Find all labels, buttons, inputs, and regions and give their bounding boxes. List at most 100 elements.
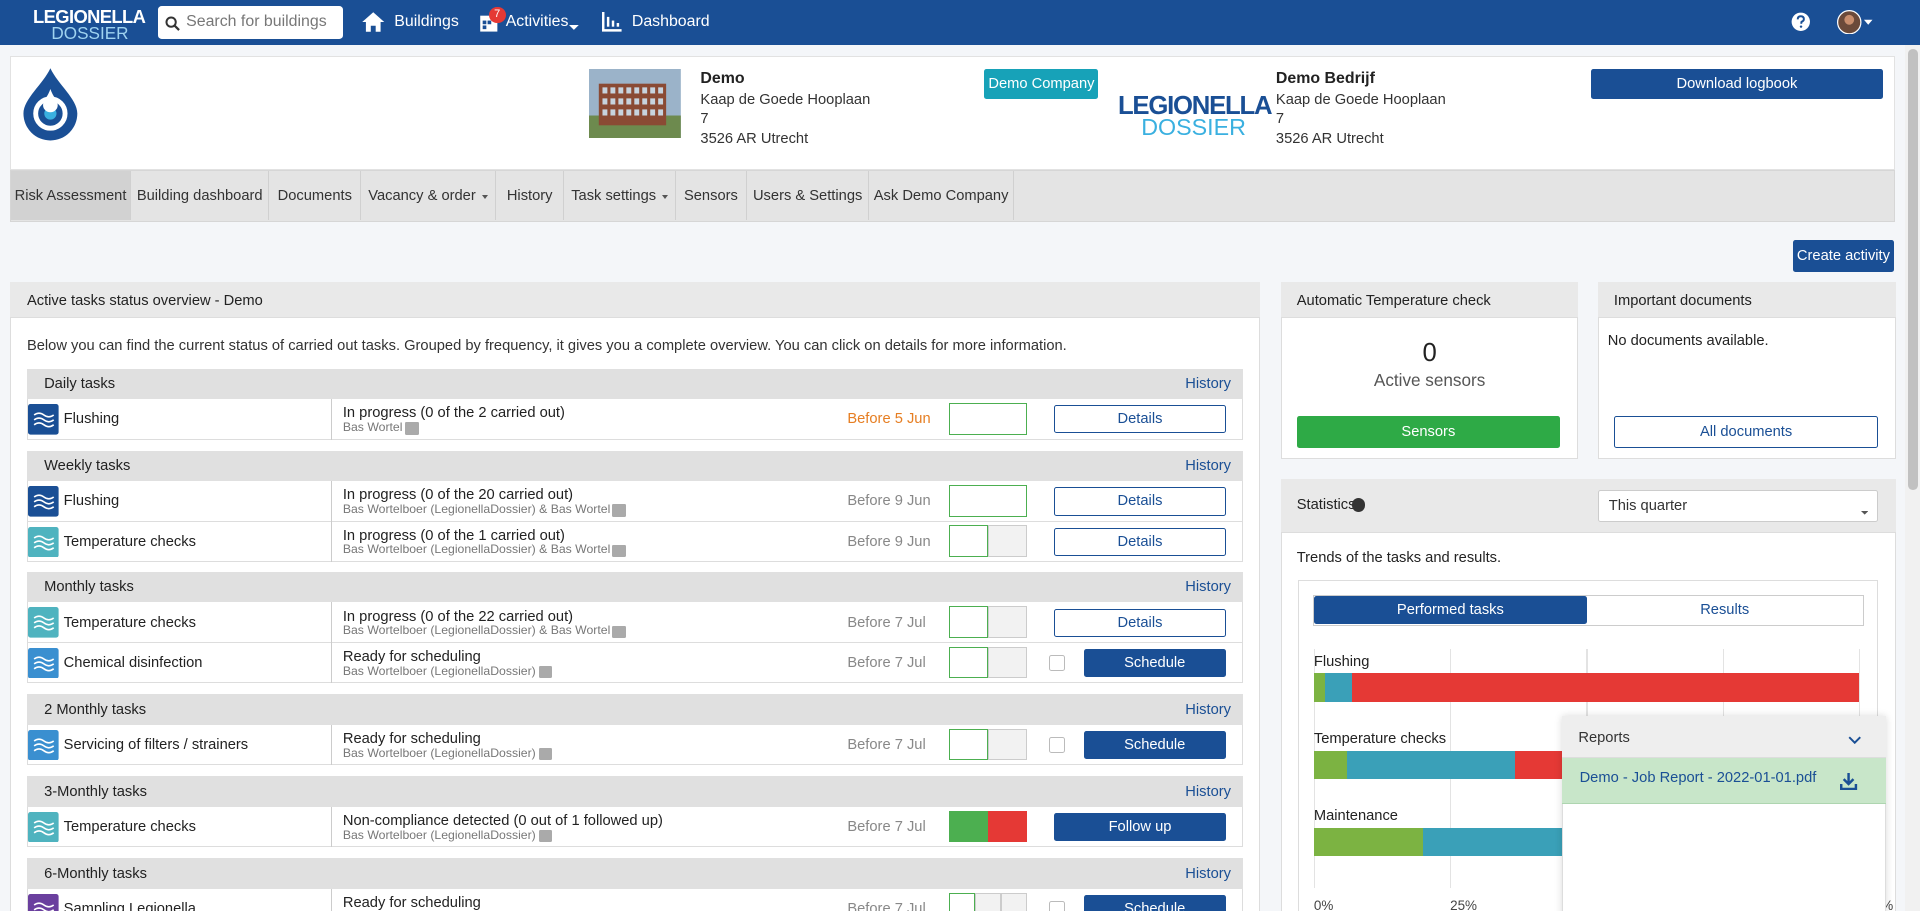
task-status: Ready for scheduling [342, 895, 481, 911]
group-title: 3-Monthly tasks [44, 783, 147, 800]
sensor-label: Active sensors [1373, 369, 1486, 390]
add-assignee[interactable] [405, 422, 419, 435]
task-deadline: Before 9 Jun [847, 533, 931, 550]
add-assignee[interactable] [612, 625, 626, 638]
tabs-bar [9, 170, 1896, 222]
create-activity[interactable]: Create activity [1792, 240, 1895, 272]
tab-label: Documents [277, 187, 352, 204]
reports-title: Reports [1578, 729, 1630, 746]
task-action[interactable]: Details [1054, 487, 1226, 516]
add-assignee[interactable] [538, 830, 553, 843]
separator [330, 481, 332, 522]
progress-cell [988, 606, 1028, 638]
task-checkbox[interactable] [1049, 655, 1066, 671]
task-row [26, 642, 1243, 684]
progress-cell [988, 728, 1028, 761]
download-icon-svg [1840, 772, 1858, 790]
card-title: Important documents [1613, 292, 1752, 309]
task-action[interactable]: Details [1054, 405, 1226, 434]
task-action[interactable]: Details [1054, 527, 1226, 556]
add-assignee[interactable] [612, 544, 626, 558]
task-row [26, 724, 1243, 766]
tab[interactable]: Vacancy & order [361, 171, 496, 221]
tab[interactable]: Sensors [676, 171, 747, 221]
task-checkbox[interactable] [1049, 901, 1066, 911]
add-assignee[interactable] [538, 666, 553, 679]
progress-cell [948, 606, 989, 638]
history-link[interactable]: History [1185, 865, 1231, 882]
tab[interactable]: Task settings [564, 171, 676, 221]
company-button[interactable]: Demo Company [984, 68, 1099, 100]
tab[interactable]: Risk Assessment [11, 171, 132, 221]
history-link[interactable]: History [1185, 457, 1231, 474]
task-action[interactable]: Follow up [1054, 813, 1226, 842]
tab[interactable]: Ask Demo Company [869, 171, 1014, 221]
task-icon [28, 729, 59, 761]
task-icon [28, 647, 59, 679]
nav-item[interactable]: Dashboard [631, 13, 710, 31]
group-header [26, 694, 1243, 725]
tab[interactable]: Building dashboard [131, 171, 270, 221]
task-row [26, 399, 1243, 440]
progress-ok [948, 810, 989, 843]
history-link[interactable]: History [1185, 579, 1231, 596]
intro: Below you can find the current status of… [26, 337, 1067, 354]
home-icon-svg [362, 12, 385, 32]
sensors-button[interactable]: Sensors [1296, 416, 1560, 449]
bar-segment [1313, 673, 1325, 702]
history-link[interactable]: History [1185, 783, 1231, 800]
toggle-option[interactable]: Performed tasks [1313, 596, 1587, 625]
report-item[interactable] [1562, 757, 1886, 805]
building-address: 3526 AR Utrecht [700, 131, 809, 148]
progress-fail [988, 810, 1028, 843]
task-deadline: Before 9 Jun [847, 493, 931, 510]
add-assignee[interactable] [612, 504, 626, 517]
task-action[interactable]: Schedule [1083, 895, 1226, 911]
task-checkbox[interactable] [1049, 737, 1066, 754]
nav-item[interactable]: Buildings [394, 13, 459, 31]
history-link[interactable]: History [1185, 701, 1231, 718]
caret-svg [569, 25, 580, 31]
logo-bottom: DOSSIER [51, 23, 129, 44]
task-assignee: Bas Wortelboer (LegionellaDossier) [342, 827, 536, 842]
task-icon-svg [28, 486, 59, 517]
avatar-svg [1836, 9, 1873, 35]
task-name[interactable]: Sampling Legionella [63, 901, 196, 911]
history-link[interactable]: History [1185, 375, 1231, 392]
separator [330, 642, 332, 684]
task-assignee: Bas Wortelboer (LegionellaDossier) & Bas… [342, 502, 611, 517]
download-button[interactable]: Download logbook [1590, 68, 1884, 100]
tab[interactable]: Users & Settings [747, 171, 870, 221]
task-status: Ready for scheduling [342, 731, 481, 748]
dashboard-icon-svg [602, 12, 623, 32]
task-action[interactable]: Details [1054, 608, 1226, 637]
nav-item[interactable]: Activities [505, 13, 569, 31]
task-name[interactable]: Flushing [63, 411, 120, 428]
task-name[interactable]: Servicing of filters / strainers [63, 737, 249, 754]
task-icon [28, 486, 59, 517]
search-box[interactable]: Search for buildings [157, 6, 343, 40]
tab[interactable]: History [496, 171, 565, 221]
add-assignee[interactable] [538, 748, 553, 761]
task-action[interactable]: Schedule [1083, 731, 1226, 760]
task-name[interactable]: Temperature checks [63, 819, 196, 836]
toggle-option[interactable]: Results [1700, 602, 1750, 619]
task-row [26, 602, 1243, 643]
task-action[interactable]: Schedule [1083, 648, 1226, 678]
task-name[interactable]: Temperature checks [63, 533, 196, 550]
info-icon[interactable] [1351, 498, 1366, 512]
documents-button[interactable]: All documents [1613, 416, 1879, 449]
period-select[interactable]: This quarter [1597, 489, 1879, 522]
task-name[interactable]: Flushing [63, 493, 120, 510]
task-name[interactable]: Chemical disinfection [63, 655, 203, 672]
group-title: 6-Monthly tasks [44, 865, 147, 882]
activities-badge: 7 [488, 7, 506, 24]
group-header [26, 858, 1243, 889]
task-name[interactable]: Temperature checks [63, 614, 196, 631]
logo-top: LEGIONELLA [33, 6, 146, 28]
caret-svg [1860, 511, 1869, 516]
tab[interactable]: Documents [269, 171, 362, 221]
task-icon [28, 811, 59, 843]
